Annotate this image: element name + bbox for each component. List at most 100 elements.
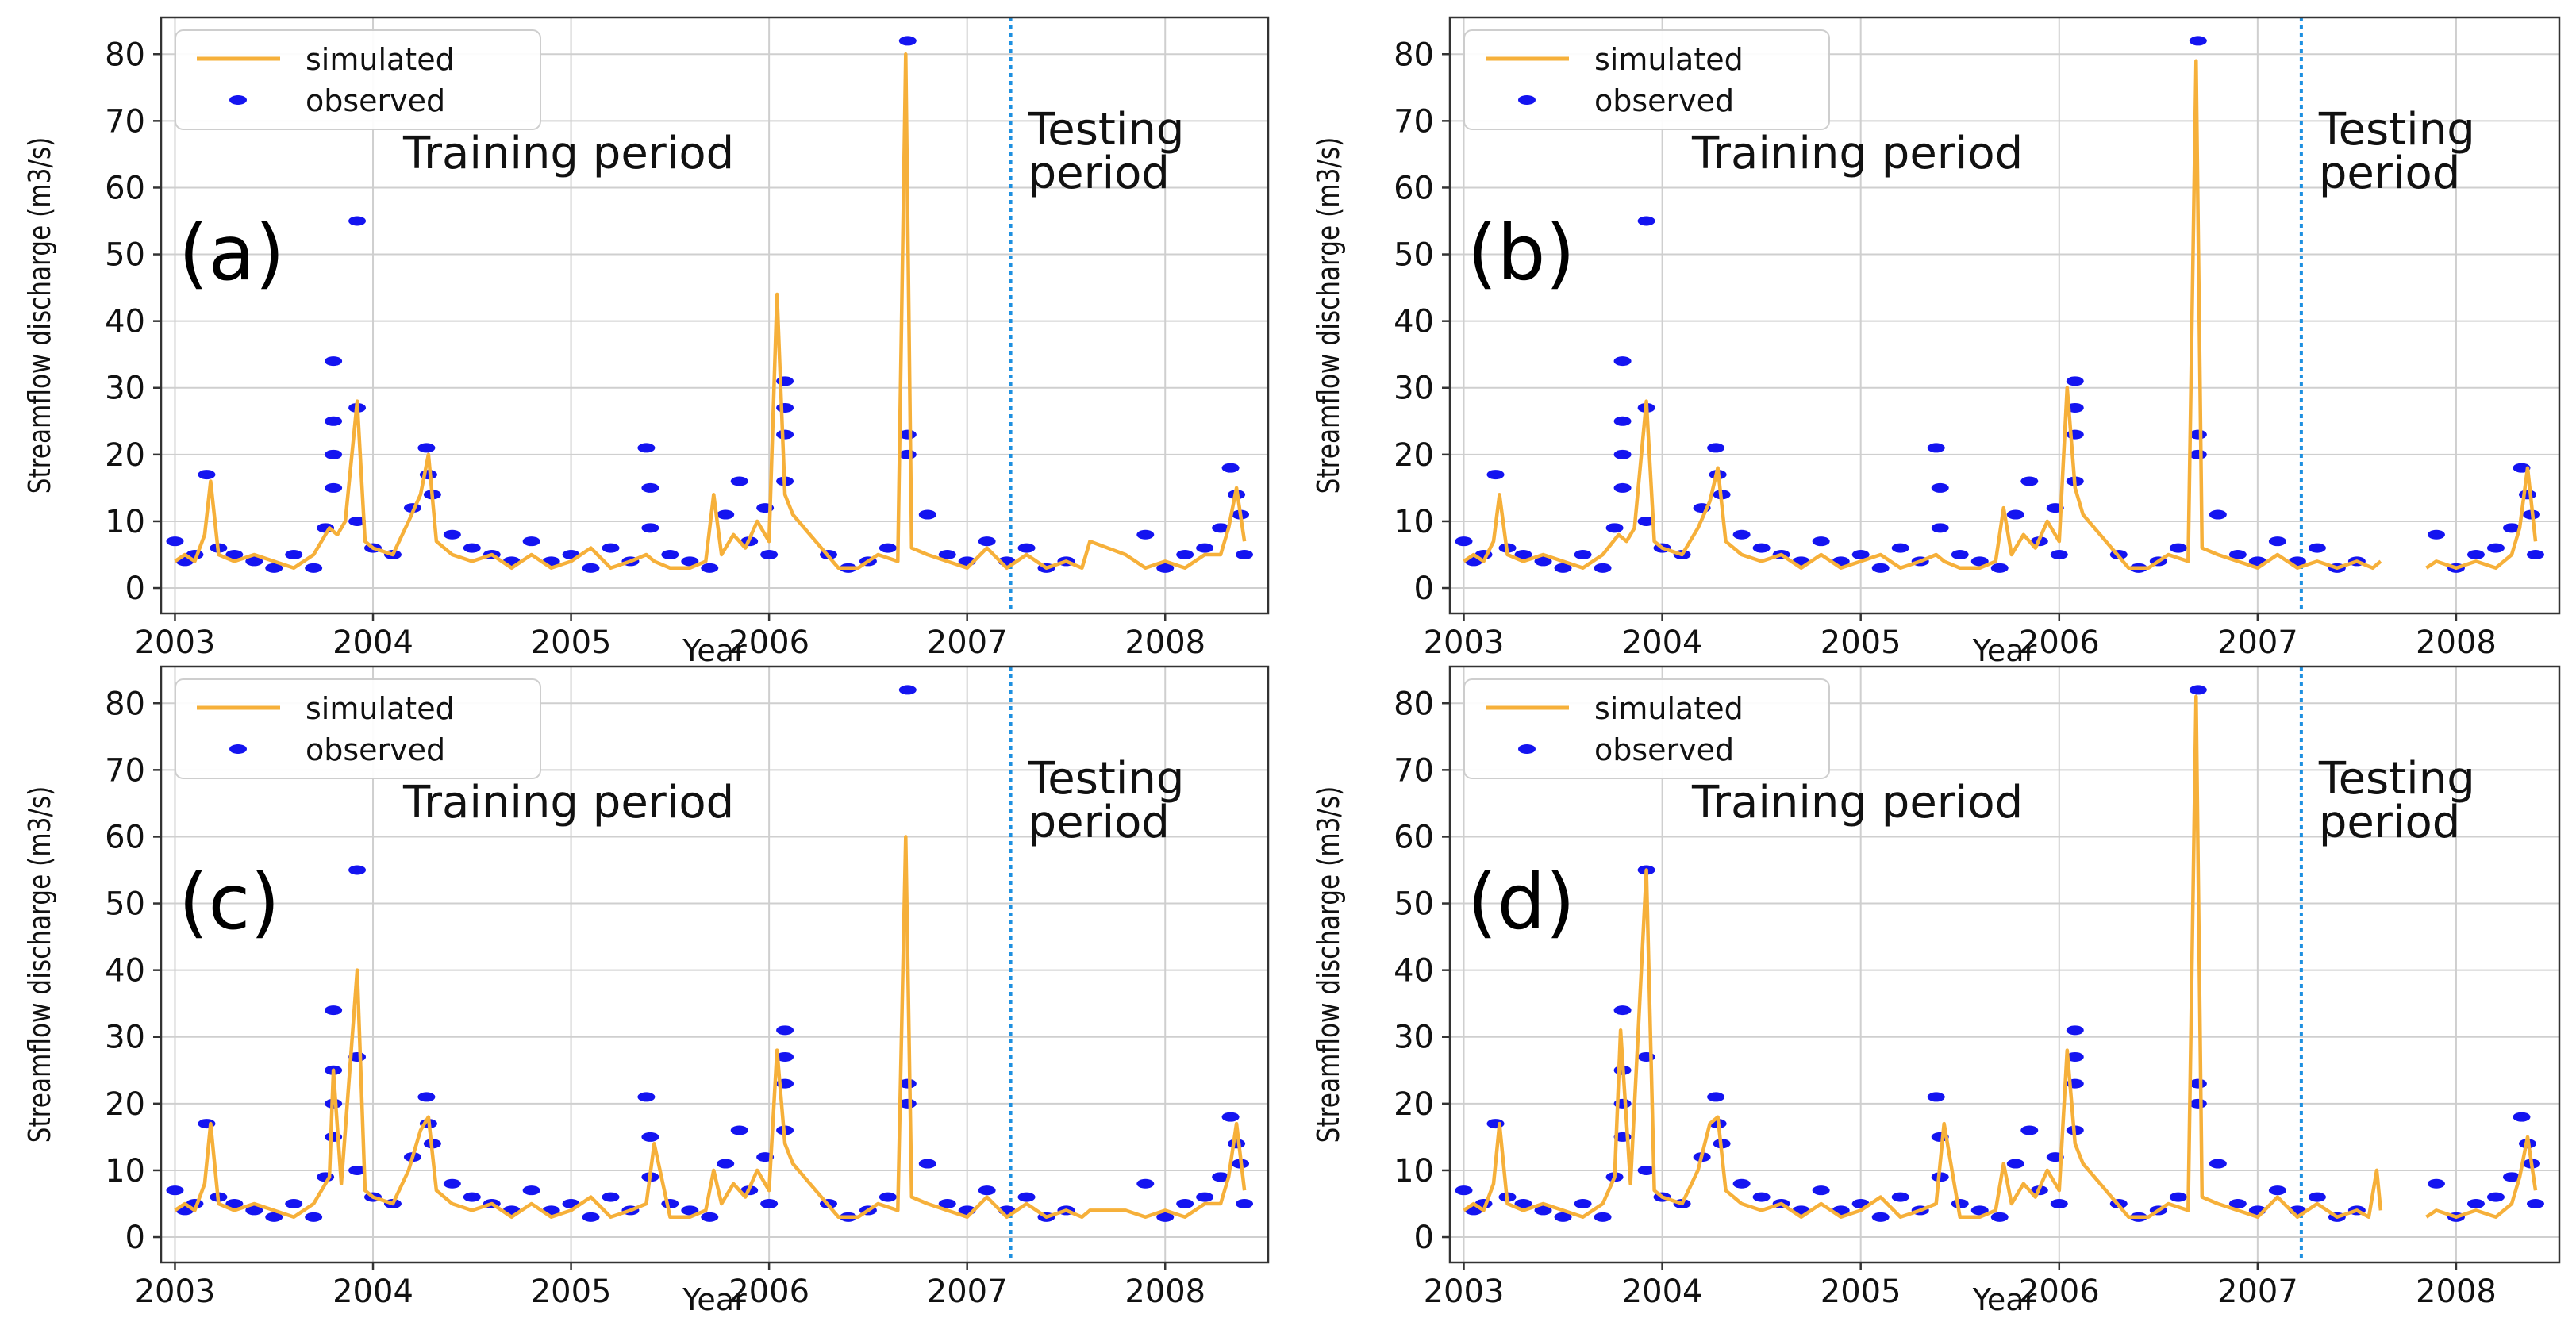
y-tick-label: 50 <box>105 237 145 274</box>
y-tick-label: 80 <box>105 37 145 73</box>
observed-point <box>1970 1205 1989 1216</box>
observed-point <box>776 402 794 413</box>
observed-point <box>225 1198 244 1208</box>
observed-point <box>898 1078 917 1089</box>
y-tick-label: 20 <box>1394 1086 1434 1123</box>
testing-period-label-line1: Testing <box>2318 753 2475 805</box>
observed-point <box>1221 1112 1240 1122</box>
y-tick-label: 20 <box>105 437 145 474</box>
observed-point <box>2050 1198 2068 1208</box>
x-tick-label: 2008 <box>1125 624 1205 661</box>
y-tick-label: 40 <box>1394 304 1434 340</box>
x-tick-label: 2004 <box>333 1274 413 1310</box>
observed-point <box>582 563 600 573</box>
x-axis-label: Year <box>682 633 747 668</box>
observed-point <box>1221 463 1240 473</box>
y-tick-label: 10 <box>1394 504 1434 540</box>
observed-point <box>1871 563 1890 573</box>
observed-point <box>1534 556 1552 567</box>
legend-observed-label: observed <box>306 732 445 767</box>
observed-point <box>602 1192 620 1202</box>
testing-period-label-line2: period <box>2319 797 2460 848</box>
observed-point <box>2268 1185 2286 1196</box>
observed-point <box>2189 36 2207 46</box>
observed-point <box>1212 1172 1230 1182</box>
observed-point <box>443 529 461 540</box>
observed-point <box>1752 543 1771 553</box>
testing-period-label-line2: period <box>1028 797 1170 848</box>
observed-point <box>1605 523 1624 533</box>
y-tick-label: 40 <box>1394 953 1434 989</box>
observed-point <box>938 549 956 559</box>
y-tick-label: 70 <box>1394 752 1434 789</box>
observed-point <box>463 1192 481 1202</box>
testing-period-label-line2: period <box>1028 148 1170 199</box>
observed-point <box>348 1165 367 1175</box>
chart-panel-2: 0 10 20 30 40 50 60 70 80 2003 2004 2005 2006 2007 200… <box>23 665 1270 1317</box>
observed-point <box>2169 1192 2187 1202</box>
observed-point <box>938 1198 956 1208</box>
observed-point <box>730 476 748 486</box>
observed-point <box>1017 543 1036 553</box>
legend-simulated-label: simulated <box>1594 42 1744 77</box>
observed-point <box>1613 449 1632 459</box>
observed-point <box>325 416 343 426</box>
observed-point <box>1017 1192 1036 1202</box>
observed-point <box>1970 556 1989 567</box>
y-tick-label: 60 <box>1394 170 1434 206</box>
x-tick-label: 2007 <box>927 624 1008 661</box>
axes-frame <box>1448 16 2561 615</box>
observed-point <box>2209 509 2227 520</box>
x-tick-label: 2004 <box>1622 624 1703 661</box>
observed-point <box>265 1212 283 1222</box>
observed-point <box>166 536 184 547</box>
observed-point <box>641 482 659 493</box>
legend-box <box>175 678 541 779</box>
observed-point <box>2513 1112 2531 1122</box>
observed-point <box>2526 1198 2544 1208</box>
x-tick-label: 2007 <box>2217 1274 2298 1310</box>
observed-point <box>325 1005 343 1016</box>
observed-point <box>2502 1172 2520 1182</box>
observed-point <box>285 1198 303 1208</box>
y-tick-label: 50 <box>1394 237 1434 274</box>
observed-point <box>1455 536 1473 547</box>
y-tick-label: 70 <box>1394 103 1434 140</box>
y-tick-label: 20 <box>1394 437 1434 474</box>
series-simulated-line <box>2425 1135 2538 1220</box>
observed-point <box>325 482 343 493</box>
legend-observed-label: observed <box>1594 732 1734 767</box>
observed-point <box>2066 1051 2084 1062</box>
x-tick-label: 2008 <box>2416 1274 2497 1310</box>
testing-period-label-line1: Testing <box>1028 104 1185 156</box>
observed-point <box>2169 543 2187 553</box>
observed-point <box>1637 216 1655 226</box>
observed-point <box>1196 1192 1214 1202</box>
observed-point <box>1851 549 1870 559</box>
observed-point <box>1236 1198 1254 1208</box>
observed-point <box>1514 1198 1532 1208</box>
y-tick-label: 10 <box>105 1153 145 1189</box>
observed-point <box>225 549 244 559</box>
legend-observed-label: observed <box>306 83 445 118</box>
observed-point <box>898 36 917 46</box>
observed-point <box>1990 1212 2009 1222</box>
x-tick-label: 2003 <box>135 624 216 661</box>
y-tick-label: 10 <box>105 504 145 540</box>
observed-point <box>1455 1185 1473 1196</box>
axes-frame <box>1448 665 2561 1264</box>
y-tick-label: 30 <box>105 1020 145 1056</box>
y-tick-label: 0 <box>125 571 145 607</box>
observed-point <box>1707 443 1725 453</box>
observed-point <box>1871 1212 1890 1222</box>
series-simulated-line <box>2425 466 2538 571</box>
y-tick-label: 50 <box>1394 886 1434 923</box>
y-tick-label: 80 <box>105 686 145 722</box>
observed-point <box>417 443 436 453</box>
observed-point <box>522 1185 540 1196</box>
observed-point <box>2189 449 2207 459</box>
observed-point <box>1637 1165 1655 1175</box>
observed-point <box>166 1185 184 1196</box>
observed-point <box>265 563 283 573</box>
observed-point <box>918 1159 936 1169</box>
